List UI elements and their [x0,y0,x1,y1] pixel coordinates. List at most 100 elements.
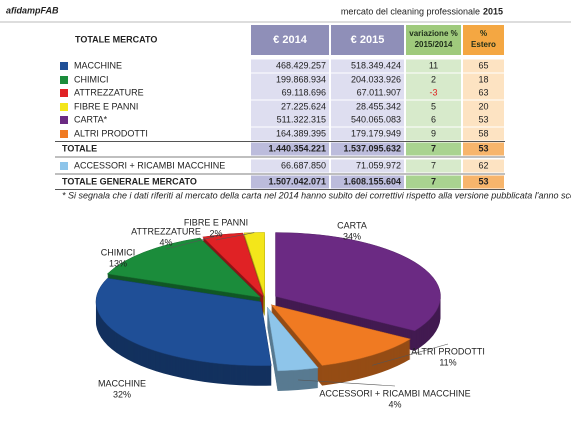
cell: 179.179.949 [351,128,401,138]
column-header: 2015/2014 [415,40,453,49]
cell: 66.687.850 [281,160,326,170]
cell: 20 [478,101,488,111]
cell-bg [331,142,404,156]
cell: 53 [478,143,488,153]
cell: 7 [431,176,436,186]
cell-bg [406,159,461,173]
cell: 7 [431,160,436,170]
cell-bg [251,175,329,189]
cell: 71.059.972 [356,160,401,170]
slice-label: ATTREZZATURE [131,226,201,236]
cell: 7 [431,143,436,153]
cell-bg [406,86,461,100]
cell: 6 [431,114,436,124]
cell-bg [463,159,504,173]
slice-value-label: 4% [388,399,401,409]
cell: 62 [478,160,488,170]
row-label: ACCESSORI + RICAMBI MACCHINE [74,160,225,170]
legend-swatch [60,103,68,111]
cell-bg [406,100,461,114]
cell-bg [406,175,461,189]
header-title: mercato del cleaning professionale [341,6,480,16]
cell: 69.118.696 [282,87,326,97]
cell: 9 [431,128,436,138]
column-header-bg [406,25,461,55]
cell-bg [251,113,329,127]
cell-bg [251,100,329,114]
cell: 518.349.424 [351,60,401,70]
column-header-bg [331,25,404,55]
pie-slice [106,237,262,298]
cell-bg [331,159,404,173]
cell-bg [463,100,504,114]
pie-slice [266,306,319,372]
cell-bg [463,175,504,189]
cell: 1.440.354.221 [268,143,326,153]
cell: 468.429.257 [276,60,326,70]
legend-swatch [60,116,68,124]
column-header: % [480,29,487,38]
slice-value-label: 4% [159,237,172,247]
row-label: FIBRE E PANNI [74,101,138,111]
cell: 28.455.342 [356,101,401,111]
cell-bg [331,113,404,127]
cell-bg [463,113,504,127]
column-header: € 2014 [273,34,308,46]
cell-bg [406,127,461,141]
slice-value-label: 11% [439,357,456,367]
cell: 1.537.095.632 [343,143,401,153]
cell-bg [251,127,329,141]
slice-label: MACCHINE [98,378,146,388]
pie-slice [275,232,441,332]
slice-value-label: 32% [113,389,131,399]
cell-bg [331,86,404,100]
legend-swatch [60,76,68,84]
cell-bg [331,100,404,114]
slice-label: ACCESSORI + RICAMBI MACCHINE [319,388,470,398]
row-label: TOTALE [62,143,97,153]
cell-bg [463,86,504,100]
leader-line [165,234,223,250]
cell: 27.225.624 [281,101,326,111]
pie-slice [270,304,412,366]
leader-line [372,343,449,366]
row-label: ATTREZZATURE [74,87,144,97]
row-label: CHIMICI [74,74,109,84]
cell-bg [251,159,329,173]
table-title: TOTALE MERCATO [75,34,157,44]
cell-bg [331,175,404,189]
cell-bg [463,73,504,87]
legend-swatch [60,162,68,170]
slice-label: ALTRI PRODOTTI [411,346,485,356]
cell-bg [406,73,461,87]
row-label: TOTALE GENERALE MERCATO [62,176,197,186]
cell: 53 [478,114,488,124]
leader-line [215,232,255,241]
cell-bg [251,73,329,87]
slice-label: CHIMICI [101,247,136,257]
cell: 63 [478,87,488,97]
legend-swatch [60,62,68,70]
cell: -3 [429,87,437,97]
leader-line [298,379,396,387]
cell-bg [251,86,329,100]
cell: 511.322.315 [277,114,326,124]
cell-bg [463,127,504,141]
row-label: ALTRI PRODOTTI [74,128,148,138]
legend-swatch [60,130,68,138]
logo: afidampFAB [6,5,59,15]
cell-bg [406,59,461,73]
cell-bg [251,59,329,73]
cell: 11 [429,60,438,70]
header-year: 2015 [483,6,503,16]
cell: 540.065.083 [351,114,401,124]
column-header-bg [251,25,329,55]
cell: 199.868.934 [276,74,326,84]
cell-bg [251,142,329,156]
slice-value-label: 13% [109,258,127,268]
cell: 5 [431,101,436,111]
cell: 53 [478,176,488,186]
row-label: CARTA* [74,114,108,124]
cell-bg [331,59,404,73]
